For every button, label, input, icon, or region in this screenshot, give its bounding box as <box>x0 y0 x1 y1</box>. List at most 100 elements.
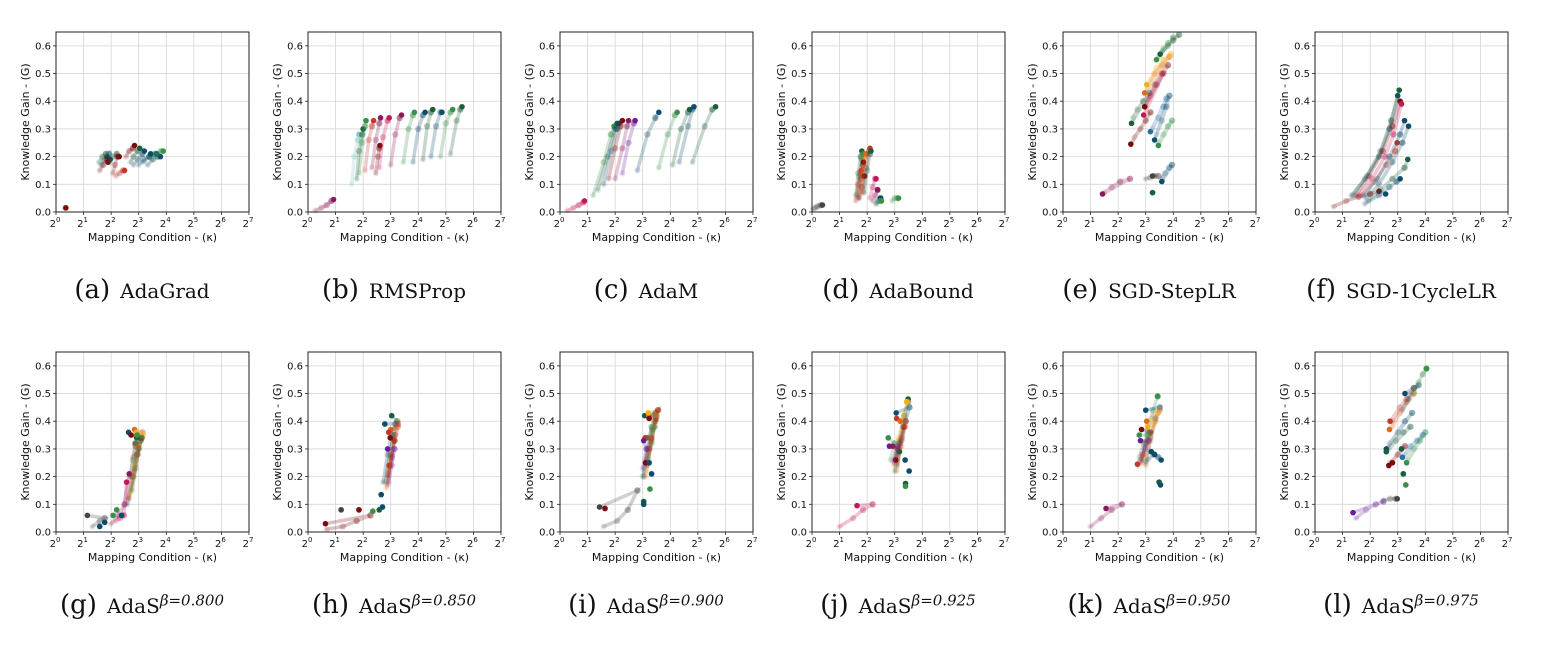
trail-point <box>1149 406 1157 414</box>
trail-point <box>1129 114 1137 122</box>
trail-path <box>1141 411 1161 462</box>
trail-point <box>872 200 880 207</box>
chart-svg-i: 0.0 0.1 0.2 0.3 0.4 0.5 0.6 20 21 22 23 24 25 26 27 Map… <box>523 351 757 564</box>
trail-point <box>384 451 391 458</box>
trail-path <box>354 127 365 181</box>
trail-point <box>1405 395 1412 403</box>
trail-point <box>1145 437 1152 444</box>
trail-point <box>1403 398 1410 406</box>
chart-panel-c: 0.0 0.1 0.2 0.3 0.4 0.5 0.6 20 21 22 23 24 25 26 27 Map… <box>520 20 772 320</box>
endpoint-marker <box>1387 418 1393 425</box>
trail-point <box>1147 92 1154 99</box>
x-tick-label: 23 <box>636 216 647 230</box>
x-tick-label: 26 <box>215 536 226 550</box>
trail-point <box>1142 175 1149 182</box>
trail-point <box>604 153 611 160</box>
trail-point <box>600 181 607 188</box>
trail-point <box>138 434 145 442</box>
trail-point <box>852 197 859 205</box>
trail-point <box>1361 200 1369 207</box>
trail-point <box>1389 175 1396 182</box>
trail-point <box>1399 139 1406 146</box>
panel-caption-c: (c) AdaM <box>520 275 772 305</box>
trail-point <box>901 412 908 419</box>
trail-point <box>887 456 894 464</box>
x-tick-label: 21 <box>833 536 844 550</box>
x-tick-label: 27 <box>243 536 254 550</box>
x-tick-label: 26 <box>1222 536 1233 550</box>
endpoint-marker <box>819 202 826 208</box>
trail-point <box>1377 147 1384 155</box>
trail-point <box>625 139 632 146</box>
x-axis-label: Mapping Condition - (κ) <box>1347 551 1476 564</box>
panel-caption-l: (l) AdaSβ=0.975 <box>1275 590 1527 620</box>
x-tick-label: 25 <box>1194 536 1205 550</box>
trail-point <box>1166 164 1173 171</box>
y-axis-label: Knowledge Gain - (G) <box>775 63 788 180</box>
x-tick-label: 26 <box>1474 536 1485 550</box>
trail-path <box>1366 157 1410 203</box>
plot-frame <box>55 31 250 213</box>
x-tick-label: 27 <box>1250 216 1261 230</box>
trail-path <box>1129 111 1152 146</box>
trail-point <box>105 150 113 158</box>
trail-path <box>388 113 404 167</box>
trail-point <box>383 484 390 491</box>
trail-point <box>1087 523 1094 530</box>
y-tick-label: 0.4 <box>791 417 807 428</box>
trail-point <box>1392 437 1399 444</box>
endpoint-marker <box>360 126 366 132</box>
endpoint-marker <box>712 103 719 110</box>
endpoint-marker <box>377 115 384 121</box>
y-tick-label: 0.0 <box>287 528 303 539</box>
endpoint-marker <box>370 117 377 124</box>
endpoint-marker <box>647 486 653 492</box>
trail-path <box>855 152 865 198</box>
trail-point <box>1163 95 1170 102</box>
trail-point <box>689 158 696 166</box>
trail-path <box>349 132 361 187</box>
trail-point <box>379 478 387 486</box>
trail-path <box>643 413 660 479</box>
y-tick-label: 0.3 <box>791 444 807 455</box>
trail-point <box>890 459 897 466</box>
trail-path <box>1400 383 1420 412</box>
trail-point <box>1137 125 1144 133</box>
x-tick-label: 23 <box>1139 216 1150 230</box>
trail-path <box>363 118 376 173</box>
x-axis-label: Mapping Condition - (κ) <box>1095 231 1224 244</box>
endpoint-marker <box>84 512 91 519</box>
x-axis-label: Mapping Condition - (κ) <box>592 231 721 244</box>
x-tick-label: 25 <box>439 536 450 550</box>
endpoint-marker <box>863 151 869 157</box>
trail-point <box>860 189 868 196</box>
x-tick-label: 27 <box>1502 216 1513 230</box>
endpoint-marker <box>1403 459 1410 466</box>
trail-point <box>669 161 676 169</box>
x-tick-label: 24 <box>1419 216 1430 230</box>
chart-panel-f: 0.0 0.1 0.2 0.3 0.4 0.5 0.6 20 21 22 23 24 25 26 27 Map… <box>1275 20 1527 320</box>
trail-path <box>894 419 908 473</box>
trail-point <box>649 426 656 433</box>
trail-point <box>1147 109 1154 116</box>
x-tick-label: 26 <box>215 216 226 230</box>
trail-point <box>1410 384 1418 392</box>
endpoint-marker <box>459 103 465 110</box>
trail-point <box>898 437 905 444</box>
trail-point <box>1146 89 1153 97</box>
trail-point <box>134 451 141 458</box>
caption-optimizer-name: AdaSβ=0.800 <box>106 591 224 618</box>
x-tick-label: 24 <box>664 216 675 230</box>
chart-panel-l: 0.0 0.1 0.2 0.3 0.4 0.5 0.6 20 21 22 23 24 25 26 27 Map… <box>1275 340 1527 640</box>
trail-point <box>400 158 407 166</box>
trail-point <box>135 161 142 169</box>
y-tick-label: 0.6 <box>35 41 51 52</box>
trail-point <box>1407 423 1414 430</box>
trail-point <box>1160 70 1167 77</box>
y-tick-label: 0.3 <box>35 124 51 135</box>
trail-point <box>1330 203 1337 210</box>
trail-point <box>1160 131 1167 138</box>
trail-point <box>894 442 901 450</box>
trail-point <box>873 200 881 207</box>
trail-path <box>1351 499 1385 520</box>
